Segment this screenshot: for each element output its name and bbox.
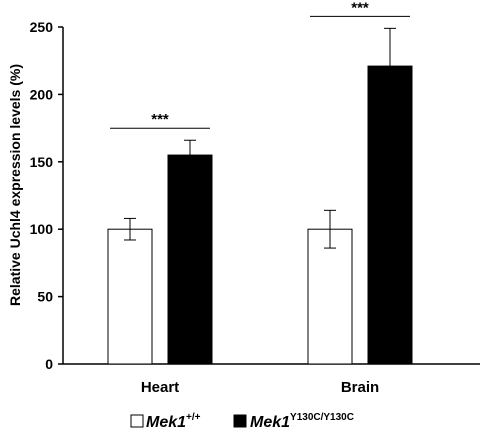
bar-brain-1 xyxy=(367,65,413,365)
y-tick-label: 50 xyxy=(37,289,53,305)
y-tick-label: 100 xyxy=(30,221,54,237)
y-tick-label: 250 xyxy=(30,19,54,35)
x-category-label: Heart xyxy=(141,379,179,396)
legend-label-wildtype-sup: +/+ xyxy=(186,412,201,423)
y-tick-label: 200 xyxy=(30,86,54,102)
legend-label-wildtype-base: Mek1 xyxy=(146,414,186,431)
bar-brain-0 xyxy=(307,228,353,365)
bar-heart-0 xyxy=(107,228,153,365)
legend-swatch-mutant xyxy=(233,414,247,428)
legend-label-mutant-sup: Y130C/Y130C xyxy=(290,412,354,423)
bar-heart-1 xyxy=(167,154,213,365)
y-tick-label: 0 xyxy=(45,356,53,372)
significance-markers: *** *** xyxy=(110,0,410,129)
legend-label-mutant: Mek1Y130C/Y130C xyxy=(250,412,354,431)
significance-label: *** xyxy=(351,0,369,16)
bars xyxy=(107,27,413,365)
legend: Mek1+/+ Mek1Y130C/Y130C xyxy=(130,412,354,431)
legend-label-mutant-base: Mek1 xyxy=(250,414,290,431)
y-axis-label: Relative Uchl4 expression levels (%) xyxy=(7,64,23,306)
significance-label: *** xyxy=(151,111,169,128)
legend-label-wildtype: Mek1+/+ xyxy=(146,412,201,431)
x-category-label: Brain xyxy=(341,379,379,396)
legend-swatch-wildtype xyxy=(130,414,144,428)
y-tick-label: 150 xyxy=(30,154,54,170)
